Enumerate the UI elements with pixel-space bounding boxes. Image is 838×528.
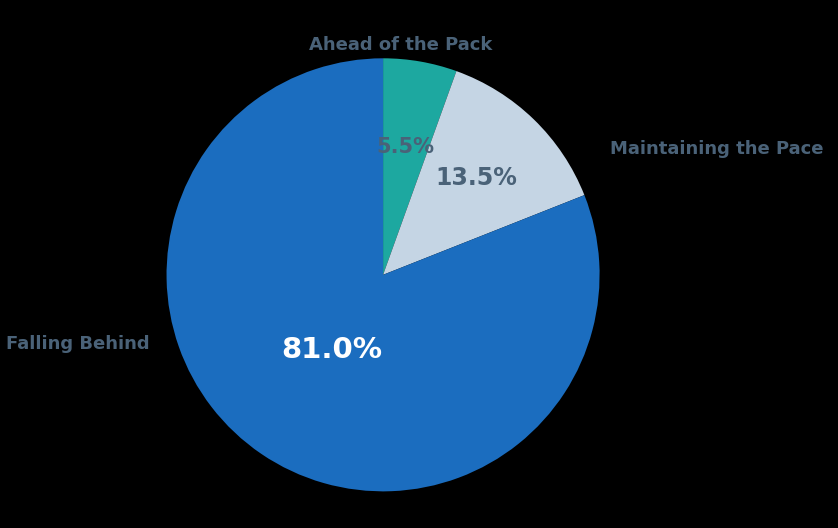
Wedge shape [383,71,584,275]
Text: 81.0%: 81.0% [282,336,382,364]
Wedge shape [167,58,600,492]
Text: Maintaining the Pace: Maintaining the Pace [610,140,824,158]
Text: Ahead of the Pack: Ahead of the Pack [308,36,492,54]
Text: 5.5%: 5.5% [376,137,434,157]
Text: 13.5%: 13.5% [436,166,517,191]
Wedge shape [383,58,457,275]
Text: Falling Behind: Falling Behind [6,335,149,353]
